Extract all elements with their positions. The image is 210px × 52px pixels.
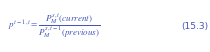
- Text: (15.3): (15.3): [182, 21, 209, 31]
- Text: $p^{t-1,t} = \dfrac{P_M^{s,t}(\mathit{current})}{P_M^{s,t-1}(\mathit{previous})}: $p^{t-1,t} = \dfrac{P_M^{s,t}(\mathit{cu…: [8, 12, 101, 40]
